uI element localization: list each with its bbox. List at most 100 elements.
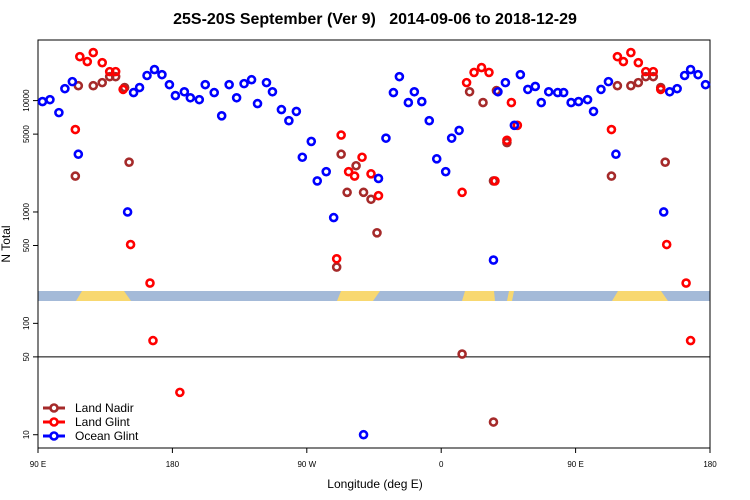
point [336, 149, 346, 160]
point [661, 239, 672, 250]
point [145, 278, 155, 288]
point [655, 84, 666, 95]
point [97, 77, 108, 88]
point [276, 104, 287, 115]
point [515, 69, 526, 80]
y-tick-label: 5000 [22, 125, 31, 143]
point [523, 84, 533, 95]
point [490, 176, 500, 186]
point [424, 115, 435, 126]
point [484, 67, 494, 78]
point [457, 349, 467, 359]
point [312, 176, 323, 186]
point [149, 64, 160, 75]
point [626, 47, 636, 58]
y-tick-label: 50 [22, 352, 31, 361]
point [216, 111, 227, 121]
point [648, 66, 659, 77]
legend-label: Land Glint [75, 415, 130, 429]
point [306, 136, 317, 147]
point [648, 71, 659, 82]
point [672, 83, 682, 94]
legend-marker [49, 431, 59, 441]
point [134, 82, 145, 93]
point [124, 157, 134, 167]
point [97, 57, 108, 68]
point [685, 335, 696, 346]
point [366, 194, 376, 205]
point [261, 77, 272, 88]
point [573, 96, 584, 107]
point [500, 77, 511, 88]
point [351, 160, 361, 171]
point [685, 64, 696, 75]
point [70, 171, 81, 181]
land-blob [507, 291, 514, 301]
point [82, 56, 93, 67]
point [536, 97, 547, 108]
point [506, 97, 517, 108]
x-axis-label: Longitude (deg E) [327, 477, 422, 491]
point [633, 77, 644, 88]
point [224, 79, 234, 90]
x-tick-label: 180 [703, 460, 717, 469]
point [239, 78, 249, 89]
point [372, 228, 382, 238]
point [606, 171, 617, 181]
point [321, 166, 332, 177]
point [530, 81, 541, 92]
point [157, 69, 167, 80]
point [37, 96, 48, 107]
point [381, 133, 391, 143]
point [45, 94, 55, 105]
point [54, 107, 64, 118]
point [267, 86, 278, 97]
point [612, 51, 623, 62]
point [596, 84, 606, 95]
point [488, 417, 499, 427]
point [454, 125, 464, 136]
series [70, 71, 671, 427]
point [122, 207, 133, 217]
point [626, 80, 636, 91]
x-tick-label: 90 W [297, 460, 316, 469]
point [394, 71, 405, 82]
point [67, 76, 78, 87]
point [388, 87, 399, 98]
point [373, 173, 384, 184]
point [606, 124, 617, 135]
point [110, 66, 121, 77]
point [588, 106, 599, 117]
point [88, 80, 99, 91]
point [291, 106, 302, 117]
point [640, 66, 651, 77]
point [349, 171, 360, 181]
y-tick-label: 10000 [22, 89, 31, 112]
point [73, 149, 84, 160]
point [297, 152, 308, 163]
x-tick-label: 180 [166, 460, 180, 469]
point [328, 212, 339, 223]
point [558, 87, 569, 98]
point [543, 86, 554, 97]
point [331, 262, 342, 272]
point [70, 124, 81, 135]
point [142, 70, 152, 81]
point [493, 86, 503, 97]
point [336, 130, 346, 140]
point [478, 97, 488, 108]
series [37, 64, 711, 440]
point [679, 70, 690, 81]
point [185, 92, 196, 103]
legend-label: Ocean Glint [75, 429, 139, 443]
point [502, 135, 512, 146]
point [664, 86, 675, 97]
point [194, 94, 205, 105]
point [457, 187, 467, 198]
land-blob [612, 291, 668, 301]
point [209, 87, 220, 98]
point [416, 96, 427, 107]
point [633, 57, 644, 68]
point [118, 84, 128, 95]
